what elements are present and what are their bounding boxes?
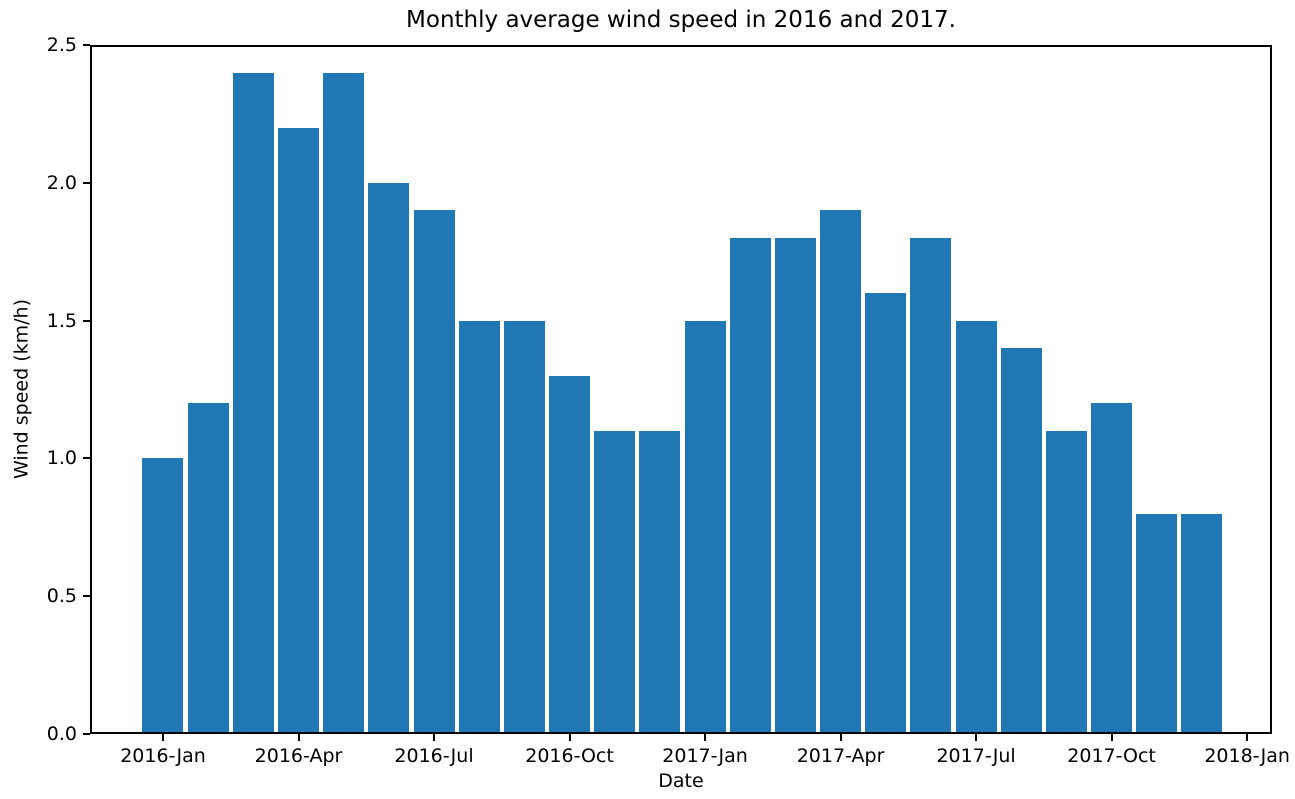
- y-tick-mark: [83, 319, 90, 322]
- x-tick-label: 2016-Jan: [120, 745, 206, 767]
- x-tick-mark: [1110, 734, 1113, 741]
- bar-2017-Feb: [729, 237, 771, 732]
- y-tick-label: 2.5: [46, 34, 77, 56]
- bar-2017-Dec: [1181, 513, 1223, 732]
- x-tick-label: 2017-Jan: [662, 745, 748, 767]
- bar-2016-Jul: [413, 210, 455, 732]
- x-tick-mark: [433, 734, 436, 741]
- y-tick-mark: [83, 595, 90, 598]
- bar-2017-Apr: [820, 210, 862, 732]
- bar-2017-Sep: [1045, 430, 1087, 732]
- bar-2017-Jul: [955, 320, 997, 732]
- y-tick-mark: [83, 733, 90, 735]
- bar-2016-Sep: [503, 320, 545, 732]
- x-tick-label: 2016-Apr: [254, 745, 343, 767]
- x-tick-mark: [704, 734, 707, 741]
- x-axis-label: Date: [658, 770, 704, 792]
- bar-2016-Feb: [187, 403, 229, 732]
- bar-2017-Nov: [1136, 513, 1178, 732]
- chart-title: Monthly average wind speed in 2016 and 2…: [406, 7, 956, 33]
- bar-2017-Jun: [910, 237, 952, 732]
- bar-2016-May: [323, 72, 365, 732]
- x-tick-label: 2016-Jul: [394, 745, 474, 767]
- bar-2016-Jun: [368, 182, 410, 732]
- y-tick-mark: [83, 44, 90, 46]
- x-tick-label: 2017-Apr: [796, 745, 885, 767]
- y-tick-label: 1.5: [46, 309, 77, 332]
- x-tick-mark: [297, 734, 300, 741]
- y-tick-label: 0.0: [46, 723, 77, 745]
- y-tick-label: 2.0: [46, 171, 77, 194]
- bar-2016-Mar: [232, 72, 274, 732]
- bar-2016-Nov: [594, 430, 636, 732]
- x-tick-label: 2018-Jan: [1204, 745, 1290, 767]
- y-tick-mark: [83, 181, 90, 184]
- bar-2017-Aug: [1000, 348, 1042, 732]
- bar-2016-Apr: [278, 127, 319, 732]
- x-tick-mark: [568, 734, 571, 741]
- bar-2017-Oct: [1091, 403, 1133, 732]
- x-tick-label: 2016-Oct: [525, 745, 614, 767]
- x-tick-label: 2017-Jul: [936, 745, 1016, 767]
- bar-2016-Dec: [639, 430, 681, 732]
- bar-2017-May: [865, 293, 907, 732]
- plot-area: [90, 45, 1272, 734]
- bar-2016-Jan: [142, 458, 184, 732]
- x-tick-label: 2017-Oct: [1067, 745, 1156, 767]
- x-tick-mark: [161, 734, 164, 741]
- bar-2016-Aug: [458, 320, 500, 732]
- y-tick-mark: [83, 457, 90, 460]
- x-tick-mark: [839, 734, 842, 741]
- bar-2016-Oct: [549, 375, 591, 732]
- bar-2017-Mar: [774, 237, 816, 732]
- y-tick-label: 1.0: [46, 447, 77, 470]
- x-tick-mark: [975, 734, 978, 741]
- bar-2017-Jan: [684, 320, 726, 732]
- x-tick-mark: [1246, 734, 1249, 741]
- y-tick-label: 0.5: [46, 585, 77, 608]
